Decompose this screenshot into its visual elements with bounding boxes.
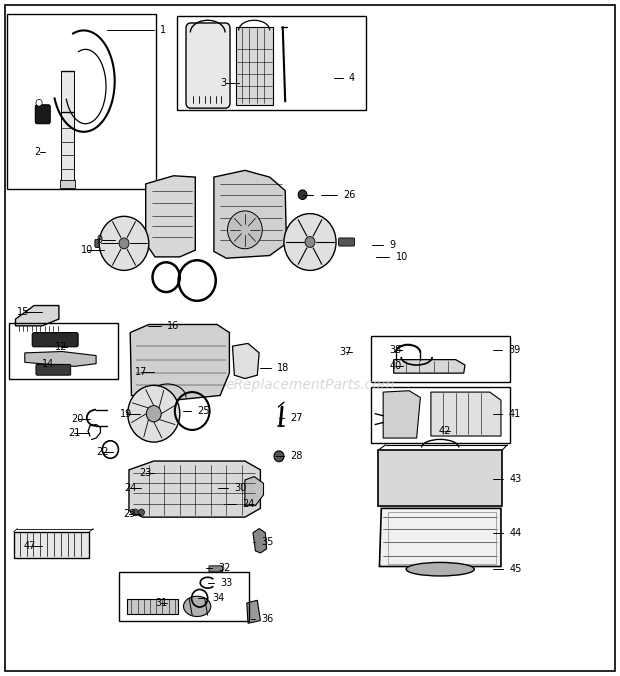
- Polygon shape: [25, 352, 96, 366]
- Text: 15: 15: [17, 308, 30, 317]
- Text: 24: 24: [124, 483, 136, 493]
- Text: 34: 34: [212, 594, 224, 603]
- Text: 16: 16: [167, 321, 180, 331]
- Bar: [371, 387, 510, 443]
- Text: 17: 17: [135, 367, 148, 377]
- Text: 28: 28: [290, 452, 303, 461]
- Circle shape: [128, 385, 180, 442]
- FancyBboxPatch shape: [36, 364, 71, 375]
- Text: 35: 35: [262, 537, 274, 547]
- Bar: [119, 572, 249, 621]
- Bar: [7, 14, 156, 189]
- Circle shape: [298, 190, 307, 199]
- Text: 31: 31: [155, 598, 167, 608]
- Bar: [14, 532, 89, 558]
- FancyBboxPatch shape: [95, 239, 111, 247]
- Circle shape: [228, 211, 262, 249]
- Polygon shape: [431, 392, 501, 436]
- Text: 32: 32: [218, 563, 231, 573]
- Ellipse shape: [406, 562, 474, 576]
- Bar: [61, 71, 74, 186]
- Circle shape: [119, 238, 129, 249]
- FancyBboxPatch shape: [209, 566, 223, 572]
- Polygon shape: [245, 477, 264, 506]
- Circle shape: [99, 216, 149, 270]
- Text: 26: 26: [343, 190, 355, 199]
- Polygon shape: [253, 529, 267, 553]
- Bar: [127, 599, 178, 614]
- Polygon shape: [394, 360, 465, 373]
- Text: eReplacementParts.com: eReplacementParts.com: [225, 379, 395, 392]
- Polygon shape: [133, 326, 205, 343]
- Polygon shape: [16, 306, 59, 326]
- Text: 41: 41: [508, 409, 521, 418]
- FancyBboxPatch shape: [339, 238, 355, 246]
- Text: 21: 21: [68, 428, 81, 437]
- Text: 12: 12: [55, 342, 67, 352]
- Text: 9: 9: [389, 240, 396, 249]
- Polygon shape: [129, 461, 260, 517]
- Polygon shape: [130, 324, 229, 400]
- Bar: [378, 450, 502, 506]
- Text: 20: 20: [71, 414, 84, 424]
- FancyBboxPatch shape: [32, 333, 78, 347]
- Text: 24: 24: [242, 499, 254, 508]
- Polygon shape: [247, 600, 260, 623]
- Circle shape: [274, 451, 284, 462]
- Ellipse shape: [184, 596, 211, 617]
- Text: 19: 19: [120, 409, 132, 418]
- Text: 33: 33: [220, 578, 232, 587]
- Circle shape: [132, 509, 138, 516]
- FancyBboxPatch shape: [186, 23, 230, 108]
- Polygon shape: [232, 343, 259, 379]
- Text: 37: 37: [340, 347, 352, 356]
- Text: 44: 44: [510, 528, 522, 537]
- Text: 3: 3: [220, 78, 226, 88]
- Text: 22: 22: [96, 447, 108, 456]
- Text: 36: 36: [262, 614, 274, 623]
- FancyBboxPatch shape: [35, 105, 50, 124]
- Bar: [371, 336, 510, 382]
- Text: 2: 2: [34, 147, 40, 157]
- Text: 38: 38: [389, 345, 402, 355]
- Polygon shape: [146, 176, 195, 257]
- Bar: [388, 512, 496, 564]
- Bar: [9, 323, 118, 379]
- Text: 23: 23: [140, 468, 152, 478]
- Text: 14: 14: [42, 359, 55, 368]
- Text: 10: 10: [81, 245, 93, 255]
- Bar: [236, 27, 273, 105]
- Circle shape: [305, 237, 315, 247]
- Text: 39: 39: [508, 345, 521, 355]
- Text: 9: 9: [96, 235, 102, 245]
- Text: 18: 18: [277, 364, 290, 373]
- Circle shape: [146, 406, 161, 422]
- Text: 29: 29: [123, 509, 135, 518]
- Bar: [60, 180, 75, 188]
- Text: 10: 10: [396, 252, 408, 262]
- Text: 4: 4: [349, 74, 355, 83]
- Text: 1: 1: [160, 25, 166, 34]
- Text: 25: 25: [197, 406, 210, 416]
- Text: 43: 43: [510, 474, 522, 483]
- Polygon shape: [379, 508, 501, 566]
- Circle shape: [138, 509, 144, 516]
- Text: 30: 30: [234, 483, 247, 493]
- Text: 40: 40: [389, 362, 402, 371]
- Text: 42: 42: [439, 427, 451, 436]
- Bar: [177, 16, 366, 110]
- Circle shape: [284, 214, 336, 270]
- Text: 47: 47: [24, 541, 36, 551]
- Polygon shape: [383, 391, 420, 438]
- Text: 45: 45: [510, 564, 522, 574]
- Circle shape: [36, 99, 42, 106]
- Polygon shape: [214, 170, 286, 258]
- Text: 27: 27: [290, 413, 303, 422]
